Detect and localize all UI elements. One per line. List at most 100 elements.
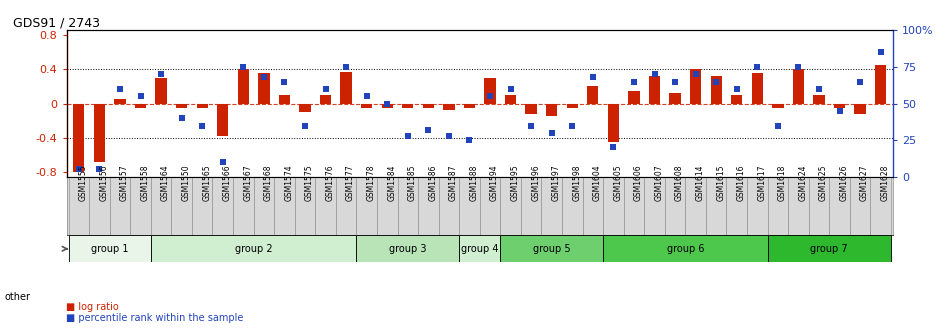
Text: ■ percentile rank within the sample: ■ percentile rank within the sample [66,312,244,323]
Point [195,123,210,128]
Text: ■ log ratio: ■ log ratio [66,302,120,312]
Bar [156,78,167,103]
Bar [114,99,125,103]
Text: GSM1565: GSM1565 [202,164,211,201]
Bar [197,103,208,108]
Bar [542,177,562,236]
Bar [382,103,393,108]
Bar [813,95,825,103]
Bar [685,177,706,236]
Bar [402,103,413,108]
Text: GDS91 / 2743: GDS91 / 2743 [12,16,100,29]
Bar [89,177,109,236]
Point [750,64,765,70]
Bar [73,103,85,172]
Text: group 6: group 6 [667,244,704,254]
Bar [151,177,171,236]
Bar [294,177,315,236]
Text: GSM1595: GSM1595 [510,164,520,201]
Point [523,123,539,128]
Bar [135,103,146,108]
Text: GSM1588: GSM1588 [469,165,479,201]
Bar [340,72,352,103]
Text: GSM1618: GSM1618 [778,165,787,201]
Point [421,127,436,133]
Point [338,64,353,70]
Text: GSM1594: GSM1594 [490,164,499,201]
Text: GSM1616: GSM1616 [737,164,746,201]
Point [112,86,127,91]
Bar [808,177,829,236]
Text: GSM1556: GSM1556 [100,164,108,201]
Text: GSM1586: GSM1586 [428,164,437,201]
Text: GSM1585: GSM1585 [408,164,417,201]
Bar [439,177,459,236]
Point [544,130,560,135]
Bar [772,103,784,108]
Bar [566,103,578,108]
Bar [418,177,439,236]
Bar [171,177,192,236]
Bar [505,95,516,103]
Bar [670,93,681,103]
Bar [356,177,377,236]
Text: GSM1577: GSM1577 [346,164,355,201]
Bar [562,177,582,236]
Text: GSM1625: GSM1625 [819,164,828,201]
Text: GSM1626: GSM1626 [840,164,848,201]
Text: GSM1555: GSM1555 [79,164,87,201]
Text: GSM1584: GSM1584 [388,164,396,201]
Text: GSM1628: GSM1628 [881,165,889,201]
Text: GSM1550: GSM1550 [181,164,191,201]
Bar [68,177,89,236]
Point [154,72,169,77]
Bar [356,236,459,262]
Point [668,79,683,84]
Bar [732,95,742,103]
Bar [665,177,685,236]
Point [811,86,826,91]
Bar [480,177,501,236]
Bar [870,177,891,236]
Bar [854,103,865,114]
Bar [192,177,213,236]
Point [832,108,847,114]
Point [606,145,621,150]
Bar [233,177,254,236]
Bar [484,78,496,103]
Point [174,116,189,121]
Point [770,123,786,128]
Bar [768,177,788,236]
Text: GSM1597: GSM1597 [552,164,560,201]
Bar [875,65,886,103]
Bar [213,177,233,236]
Bar [176,103,187,108]
Point [276,79,292,84]
Bar [218,103,228,136]
Point [297,123,313,128]
Text: GSM1627: GSM1627 [860,164,869,201]
Text: GSM1558: GSM1558 [141,164,149,201]
Point [709,79,724,84]
Bar [423,103,434,108]
Point [442,133,457,138]
Bar [546,103,558,117]
Point [585,75,600,80]
Text: GSM1557: GSM1557 [120,164,129,201]
Bar [238,69,249,103]
Text: other: other [5,292,30,302]
Bar [587,86,598,103]
Point [256,75,272,80]
Text: GSM1576: GSM1576 [326,164,334,201]
Bar [521,177,541,236]
Point [730,86,745,91]
Bar [501,177,521,236]
Bar [464,103,475,108]
Text: group 7: group 7 [810,244,848,254]
Text: group 1: group 1 [91,244,128,254]
Bar [603,236,768,262]
Bar [751,73,763,103]
Bar [258,73,270,103]
Text: group 3: group 3 [390,244,427,254]
Point [215,160,230,165]
